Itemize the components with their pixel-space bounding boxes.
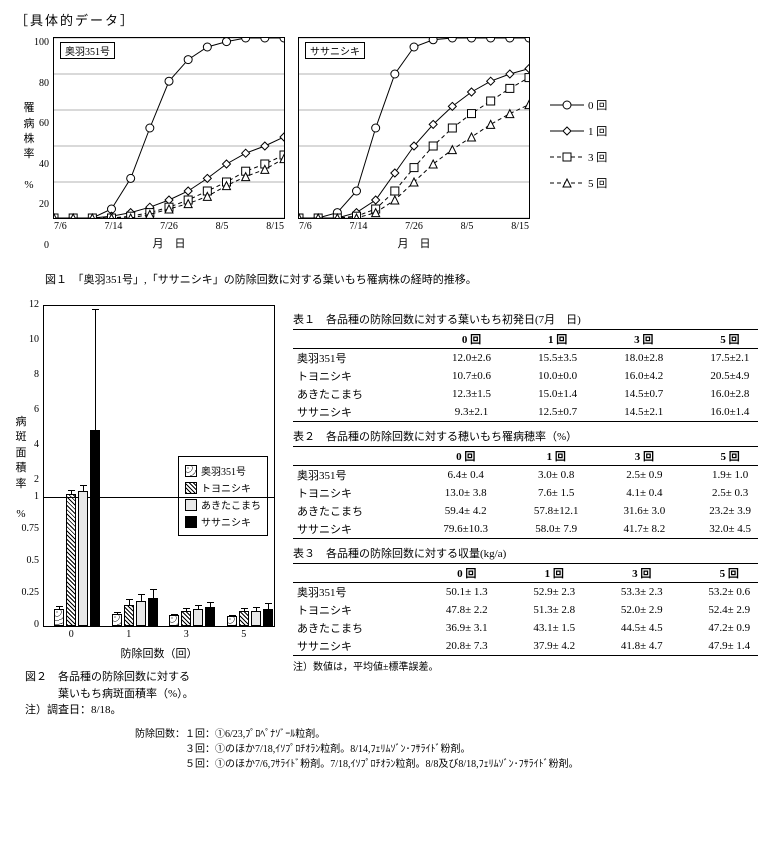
bar [112,614,122,626]
fig1-legend: 0 回1 回3 回5 回 [550,97,607,201]
footnotes: 防除回数：１回：①6/23,ﾌﾟﾛﾍﾟﾅｿﾞｰﾙ粒剤。 ３回：①のほか7/18,… [135,727,758,772]
fig2-yticks: 1210864210.750.50.250 [21,305,39,625]
fig2-xlabel: 防除回数（回） [43,645,275,661]
bar [124,605,134,626]
bar [136,601,146,626]
bar [251,611,261,626]
table-3: 表３ 各品種の防除回数に対する収量(kg/a)0 回1 回3 回5 回奥羽351… [293,545,758,673]
bar [66,494,76,626]
figure-2: 病斑面積率% 1210864210.750.50.250 奥羽351号トヨニシキ… [15,305,275,721]
bar [54,609,64,626]
bar [227,616,237,626]
fig1-caption: 図１ 「奥羽351号」,「ササニシキ」の防除回数に対する葉いもち罹病株の経時的推… [45,271,758,287]
bar [90,430,100,626]
bar [78,491,88,626]
section-title: ［具体的データ］ [15,10,758,29]
figure-1: 罹病株率%100806040200 奥羽351号 7/67/147/268/58… [15,37,758,251]
bar [148,598,158,626]
table-1: 表１ 各品種の防除回数に対する葉いもち初発日(7月 日)0 回1 回3 回5 回… [293,311,758,422]
bar [263,609,273,626]
bar [239,611,249,626]
fig2-legend: 奥羽351号トヨニシキあきたこまちササニシキ [178,456,268,536]
tables-block: 表１ 各品種の防除回数に対する葉いもち初発日(7月 日)0 回1 回3 回5 回… [293,305,758,673]
table-2: 表２ 各品種の防除回数に対する穂いもち罹病穂率（%）0 回1 回3 回5 回奥羽… [293,428,758,539]
bar [169,615,179,626]
bar [181,611,191,626]
bar [205,607,215,626]
fig2-plot: 奥羽351号トヨニシキあきたこまちササニシキ 0135 [43,305,275,627]
fig2-caption: 図２ 各品種の防除回数に対する 葉いもち病斑面積率（%）。 注）調査日：8/18… [25,669,275,719]
bar [193,609,203,626]
